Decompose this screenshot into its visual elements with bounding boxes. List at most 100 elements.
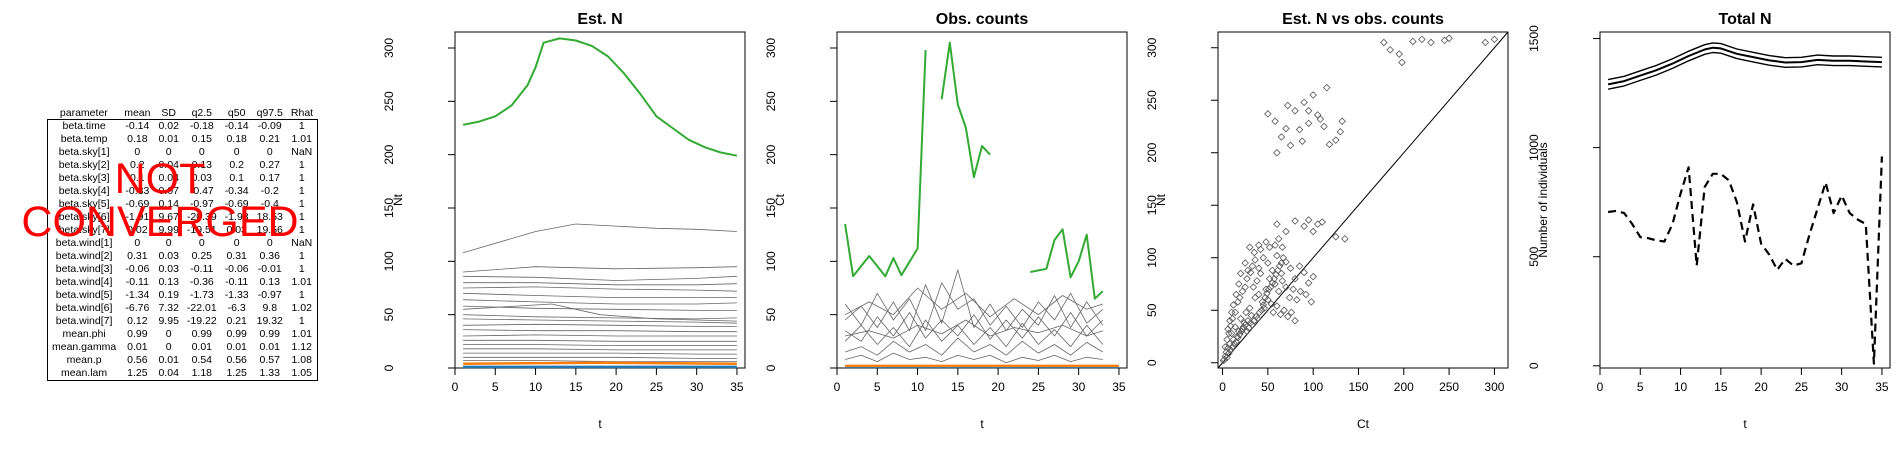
x-tick-label: 25 — [1795, 380, 1809, 394]
scatter-point — [1259, 301, 1268, 309]
scatter-point — [1295, 262, 1304, 270]
y-tick-label: 200 — [382, 144, 396, 164]
scatter-point — [1248, 262, 1257, 270]
table-cell: 0.13 — [259, 276, 280, 288]
table-cell: 0.2 — [130, 159, 145, 171]
x-tick-label: 15 — [1714, 380, 1728, 394]
table-cell: NaN — [291, 237, 313, 249]
table-row: beta.wind[4] -0.11 0.13 -0.36 -0.11 0.13 1.01 — [48, 276, 318, 289]
scatter-point — [1395, 50, 1404, 58]
scatter-point — [1231, 323, 1239, 331]
table-cell: 1 — [298, 159, 305, 171]
gray-series-line — [845, 319, 1103, 339]
table-cell: -22.01 — [186, 302, 217, 314]
scatter-point — [1304, 119, 1313, 128]
scatter-point — [1338, 117, 1346, 126]
table-cell: 0.19 — [158, 289, 179, 301]
x-tick-label: 35 — [1875, 380, 1889, 394]
table-cell: 9.67 — [158, 211, 179, 223]
y-tick-label: 200 — [764, 144, 778, 164]
table-cell: mean.p — [66, 354, 102, 366]
table-cell: -0.2 — [260, 185, 279, 197]
table-cell: 0.01 — [259, 341, 280, 353]
scatter-point — [1264, 259, 1272, 267]
gray-series-line — [844, 337, 1104, 356]
scatter-point — [1300, 268, 1308, 277]
y-axis-label: Ct — [773, 193, 787, 206]
table-cell: 1.01 — [291, 328, 312, 340]
chart-panel: Est. N t Nt 0 5 10 15 20 25 30 35 0 50 100 150 200 250 30… — [382, 11, 746, 431]
scatter-point — [1273, 251, 1281, 260]
gray-series-line — [463, 339, 737, 342]
scatter-point — [1235, 330, 1244, 339]
x-tick-label: 20 — [609, 380, 623, 394]
table-cell: 0.1 — [130, 172, 145, 184]
x-tick-label: 50 — [1261, 380, 1275, 394]
table-cell: 1.05 — [291, 367, 312, 379]
scatter-point — [1282, 124, 1290, 133]
y-tick-label: 300 — [1145, 37, 1159, 57]
x-tick-label: 20 — [1754, 380, 1768, 394]
scatter-point — [1223, 335, 1231, 344]
table-cell: 0.03 — [158, 263, 179, 275]
low-series-line-b — [463, 361, 737, 365]
chart-title: Obs. counts — [936, 11, 1029, 28]
table-cell: 1 — [298, 224, 305, 236]
x-tick-label: 100 — [1303, 380, 1323, 394]
y-axis-label: Nt — [1154, 193, 1168, 206]
table-row: beta.sky[5] -0.69 0.14 -0.97 -0.69 -0.4 1 — [48, 198, 318, 211]
table-cell: NaN — [291, 146, 313, 158]
table-cell: 0.1 — [229, 172, 244, 184]
y-tick-label: 200 — [1145, 142, 1159, 162]
x-axis-label: t — [598, 417, 602, 431]
scatter-point — [1271, 241, 1279, 249]
table-cell: 0 — [134, 146, 141, 158]
gray-series-line — [844, 352, 1103, 364]
table-row: beta.wind[1] 0 0 0 0 0 NaN — [48, 237, 318, 250]
highlight-series-segment — [940, 41, 991, 179]
plot-frame — [1217, 31, 1509, 369]
scatter-point — [1284, 312, 1292, 321]
y-tick-label: 250 — [1145, 90, 1159, 110]
y-tick-label: 500 — [1527, 246, 1541, 266]
scatter-point — [1286, 141, 1295, 150]
x-tick-label: 30 — [1835, 380, 1849, 394]
table-cell: 0.2 — [229, 159, 244, 171]
table-row: beta.wind[2] 0.31 0.03 0.25 0.31 0.36 1 — [48, 250, 318, 263]
scatter-point — [1277, 133, 1286, 141]
x-tick-label: 150 — [1348, 380, 1368, 394]
y-tick-label: 100 — [1145, 247, 1159, 267]
table-cell: 0.04 — [158, 172, 179, 184]
table-cell: 0.36 — [259, 250, 280, 262]
scatter-point — [1291, 217, 1299, 225]
y-axis-label: Number of individuals — [1536, 142, 1550, 257]
table-cell: 1 — [298, 315, 305, 327]
table-cell: -0.11 — [225, 276, 249, 288]
scatter-point — [1280, 306, 1288, 315]
table-row: mean.phi 0.99 0 0.99 0.99 0.99 1.01 — [48, 328, 318, 341]
table-row: beta.sky[3] 0.1 0.04 0.03 0.1 0.17 1 — [48, 172, 318, 185]
x-tick-label: 300 — [1484, 380, 1504, 394]
scatter-point — [1309, 272, 1317, 281]
scatter-point — [1239, 323, 1248, 331]
scatter-point — [1318, 218, 1326, 226]
scatter-point — [1380, 38, 1388, 47]
scatter-point — [1304, 279, 1313, 287]
table-cell: 0.99 — [259, 328, 280, 340]
x-tick-label: 10 — [529, 380, 543, 394]
table-cell: beta.sky[7] — [58, 224, 110, 236]
table-cell: beta.sky[4] — [58, 185, 110, 197]
scatter-point — [1276, 310, 1285, 319]
scatter-point — [1255, 308, 1264, 317]
y-tick-label: 150 — [1145, 195, 1159, 215]
table-cell: 0.99 — [127, 328, 148, 340]
x-axis-label: t — [1743, 417, 1747, 431]
table-cell: 0.99 — [226, 328, 247, 340]
upper-bound-line — [1607, 42, 1882, 81]
gray-series-line — [463, 329, 737, 333]
chart-panel: Obs. counts t Ct 0 5 10 15 20 25 30 35 0 50 100 150 200… — [764, 11, 1128, 431]
scatter-point — [1313, 111, 1322, 119]
gray-series-line — [463, 352, 737, 355]
scatter-point — [1242, 308, 1250, 317]
